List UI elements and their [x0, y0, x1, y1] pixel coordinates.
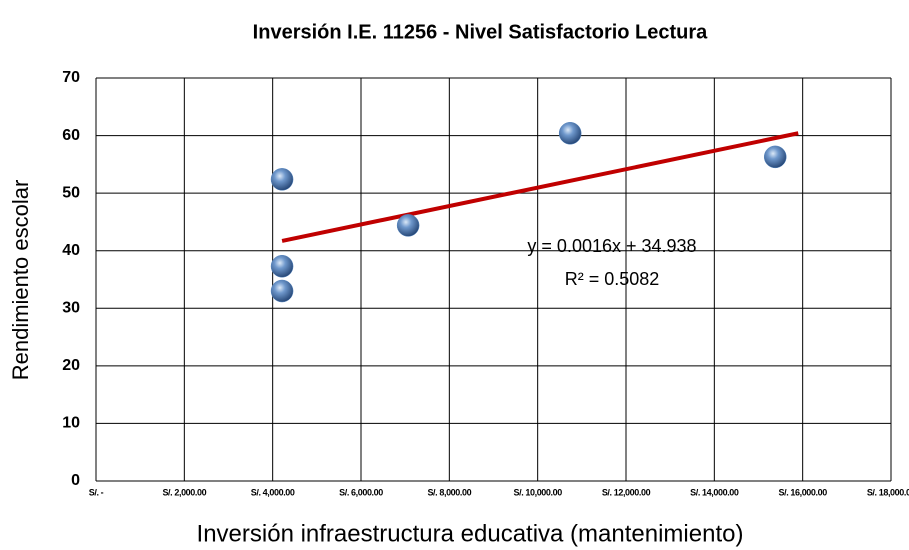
point [270, 255, 294, 278]
x-tick-label: S/. 4,000.00 [251, 487, 295, 497]
y-tick-label: 10 [62, 415, 80, 432]
point [270, 279, 294, 303]
x-axis-label: Inversión infraestructura educativa (man… [197, 520, 744, 547]
annotation: R² = 0.5082 [565, 269, 660, 289]
x-tick-label: S/. 14,000.00 [690, 487, 739, 497]
point [558, 122, 582, 145]
y-tick-label: 40 [62, 242, 80, 259]
x-tick-label: S/. 18,000.00 [867, 487, 909, 497]
annotation: y = 0.0016x + 34.938 [527, 236, 696, 256]
chart-title: Inversión I.E. 11256 - Nivel Satisfactor… [253, 21, 709, 43]
x-tick-label: S/. 12,000.00 [602, 487, 651, 497]
x-tick-label: S/. 6,000.00 [339, 487, 383, 497]
point [270, 168, 294, 191]
trendline [281, 131, 799, 243]
y-axis-label: Rendimiento escolar [8, 180, 33, 381]
x-tick-label: S/. 16,000.00 [778, 487, 827, 497]
y-tick-label: 50 [62, 184, 80, 201]
x-tick-label: S/. 10,000.00 [513, 487, 562, 497]
point [763, 145, 787, 169]
y-tick-label: 70 [62, 69, 80, 86]
y-tick-label: 20 [62, 357, 80, 374]
point [396, 214, 420, 237]
x-tick-label: S/. 2,000.00 [162, 487, 206, 497]
y-tick-label: 30 [62, 300, 80, 317]
y-tick-label: 0 [71, 472, 80, 489]
y-tick-label: 60 [62, 127, 80, 144]
x-tick-label: S/. 8,000.00 [427, 487, 471, 497]
x-tick-label: S/. - [89, 487, 104, 497]
